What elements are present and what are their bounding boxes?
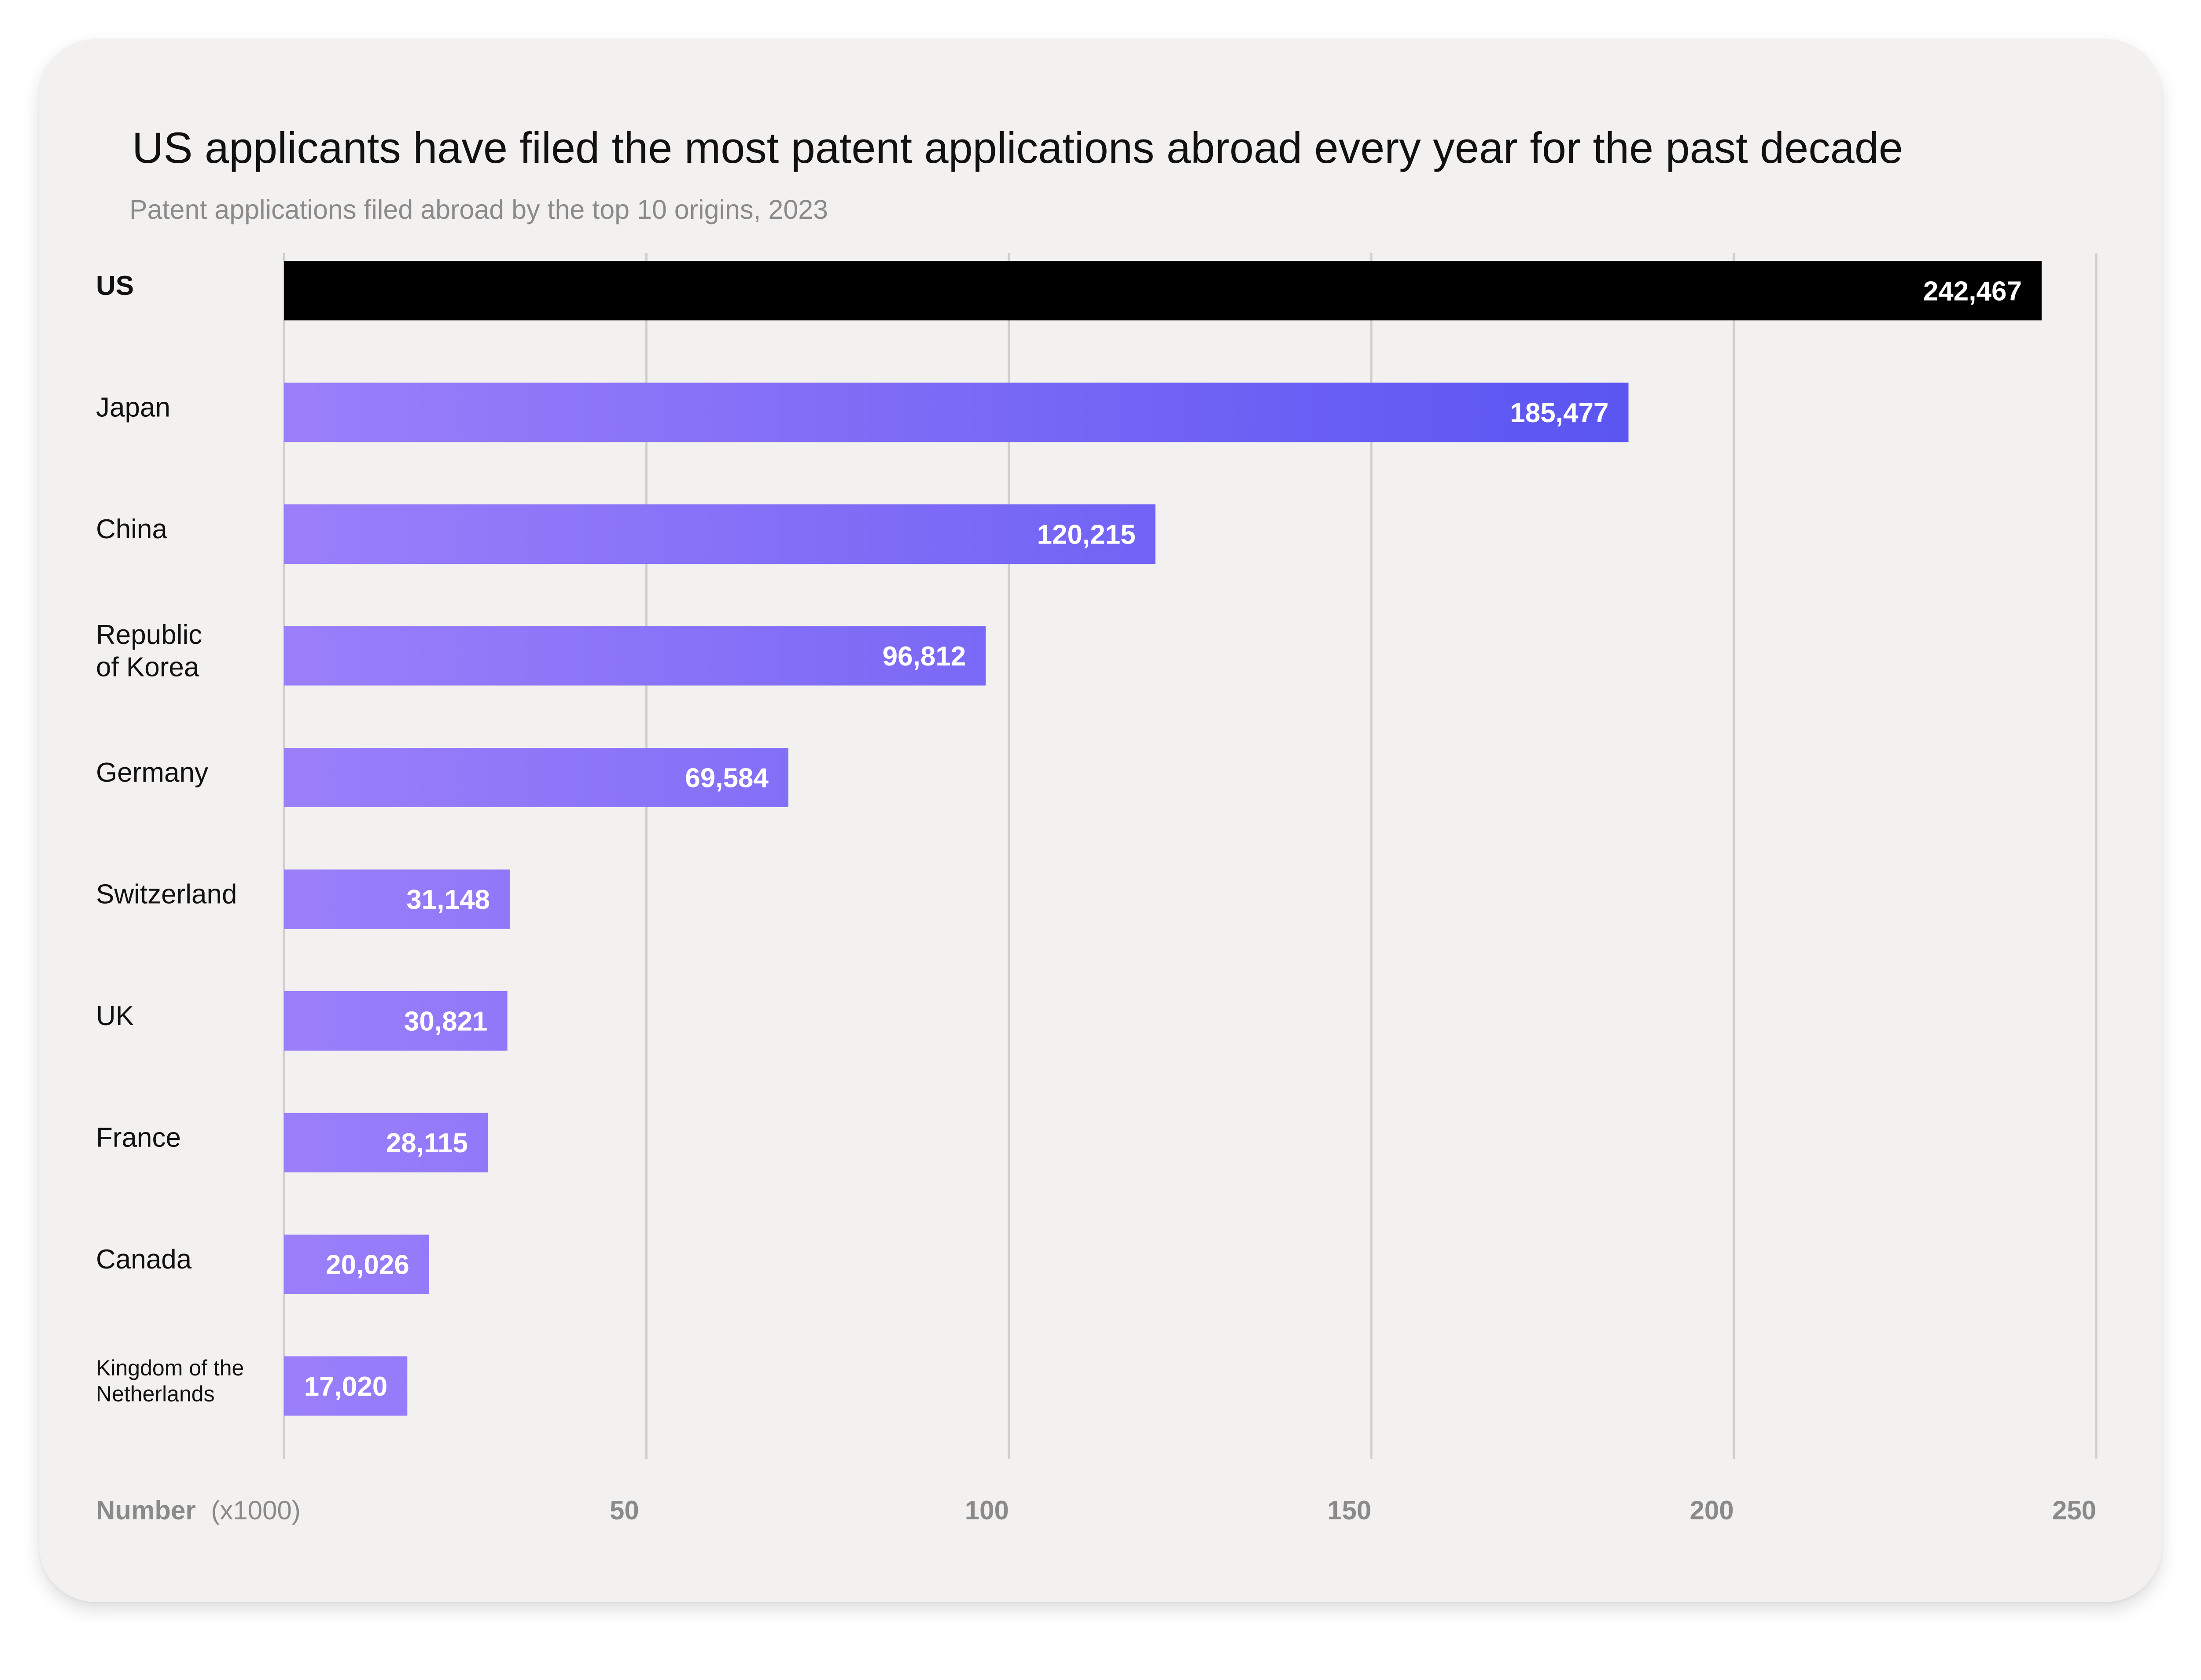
category-label-line: France bbox=[96, 1123, 181, 1153]
bar bbox=[284, 991, 508, 1051]
bars bbox=[284, 261, 2042, 1416]
bar bbox=[284, 382, 1629, 442]
category-label-line: Germany bbox=[96, 757, 208, 788]
bar bbox=[284, 1356, 408, 1416]
x-axis: Number (x1000) 50 100 150 200 250 bbox=[96, 1496, 2096, 1525]
x-axis-label-text: Number bbox=[96, 1496, 196, 1525]
category-label: Canada bbox=[96, 1244, 192, 1275]
bar-value-label: 17,020 bbox=[304, 1371, 388, 1402]
category-label: Switzerland bbox=[96, 879, 237, 910]
bar-value-label: 96,812 bbox=[883, 641, 966, 672]
bar bbox=[284, 748, 788, 807]
category-label-line: of Korea bbox=[96, 652, 199, 682]
category-label-line: Netherlands bbox=[96, 1382, 215, 1406]
bar-value-label: 20,026 bbox=[326, 1250, 409, 1280]
category-label: Japan bbox=[96, 393, 170, 423]
x-tick-label: 200 bbox=[1690, 1496, 1734, 1525]
x-tick-label: 250 bbox=[2052, 1496, 2096, 1525]
bar bbox=[284, 1113, 488, 1173]
category-labels: US Japan China Republic of Korea Germany Switz… bbox=[96, 271, 244, 1406]
bar bbox=[284, 1235, 429, 1294]
category-label: Kingdom of the Netherlands bbox=[96, 1356, 244, 1406]
bar-value-label: 31,148 bbox=[406, 885, 490, 915]
category-label-line: Republic bbox=[96, 620, 202, 650]
bar-value-label: 242,467 bbox=[1923, 276, 2022, 307]
bar-value-label: 185,477 bbox=[1510, 398, 1608, 428]
chart-subtitle: Patent applications filed abroad by the … bbox=[129, 195, 828, 224]
category-label-line: UK bbox=[96, 1001, 134, 1031]
x-tick-label: 50 bbox=[610, 1496, 639, 1525]
x-axis-label-unit: (x1000) bbox=[211, 1496, 300, 1525]
bar bbox=[284, 261, 2042, 320]
category-label: France bbox=[96, 1123, 181, 1153]
category-label-line: Japan bbox=[96, 393, 170, 423]
chart-title: US applicants have filed the most patent… bbox=[132, 123, 1903, 172]
category-label: China bbox=[96, 514, 168, 544]
bar-value-label: 30,821 bbox=[404, 1007, 488, 1037]
x-tick-label: 150 bbox=[1327, 1496, 1371, 1525]
bar-value-label: 69,584 bbox=[685, 763, 769, 794]
bar bbox=[284, 626, 986, 686]
category-label-line: Canada bbox=[96, 1244, 192, 1275]
category-label: Germany bbox=[96, 757, 208, 788]
category-label-line: US bbox=[96, 271, 134, 301]
category-label-line: China bbox=[96, 514, 168, 544]
category-label: US bbox=[96, 271, 134, 301]
bar-value-label: 28,115 bbox=[386, 1128, 468, 1158]
bar bbox=[284, 869, 510, 929]
bar bbox=[284, 504, 1156, 564]
bar-value-label: 120,215 bbox=[1037, 520, 1136, 550]
category-label-line: Kingdom of the bbox=[96, 1356, 244, 1380]
value-labels: 242,467 185,477 120,215 96,812 69,584 31,148 3… bbox=[304, 276, 2022, 1402]
category-label: UK bbox=[96, 1001, 134, 1031]
x-axis-label: Number (x1000) bbox=[96, 1496, 301, 1525]
x-tick-label: 100 bbox=[965, 1496, 1009, 1525]
category-label: Republic of Korea bbox=[96, 620, 202, 682]
category-label-line: Switzerland bbox=[96, 879, 237, 910]
